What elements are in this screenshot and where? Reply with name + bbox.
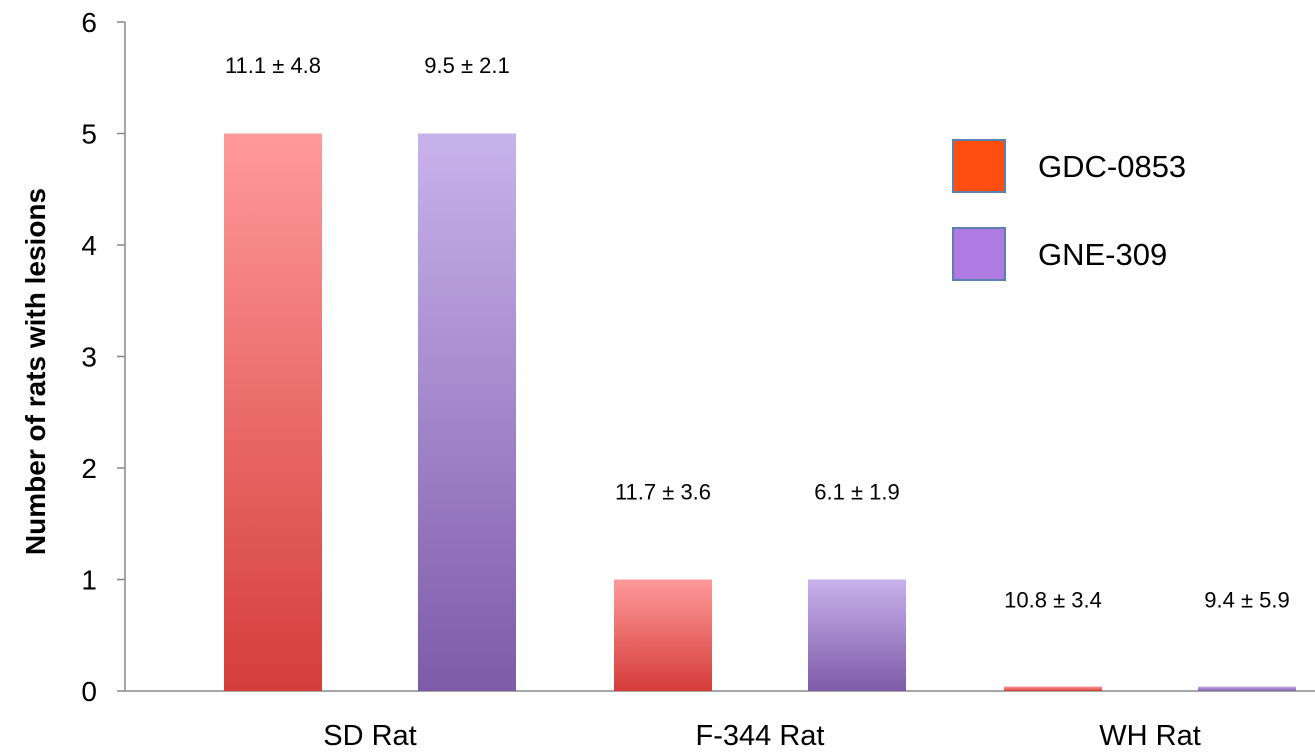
y-axis-label: Number of rats with lesions (20, 188, 51, 555)
bar-gdc-0853-1 (614, 579, 712, 691)
y-tick-label: 3 (81, 342, 97, 373)
data-label: 11.1 ± 4.8 (225, 53, 321, 78)
category-label: WH Rat (1099, 720, 1201, 752)
data-label: 6.1 ± 1.9 (814, 480, 899, 505)
y-tick-label: 5 (81, 119, 97, 150)
y-tick-label: 6 (81, 7, 97, 38)
y-tick-label: 2 (81, 453, 97, 484)
data-label: 9.5 ± 2.1 (424, 53, 509, 78)
legend-label: GDC-0853 (1038, 149, 1186, 184)
data-label: 9.4 ± 5.9 (1204, 588, 1289, 613)
y-tick-label: 0 (81, 676, 97, 707)
data-label: 11.7 ± 3.6 (615, 480, 711, 505)
y-tick-label: 4 (81, 230, 97, 261)
bar-gdc-0853-2 (1004, 686, 1102, 691)
data-label: 10.8 ± 3.4 (1004, 588, 1102, 613)
bar-gne-309-1 (808, 579, 906, 691)
bar-gdc-0853-0 (224, 133, 322, 691)
category-label: SD Rat (323, 720, 416, 752)
y-tick-label: 1 (81, 565, 97, 596)
legend-swatch (952, 227, 1006, 281)
category-label: F-344 Rat (696, 720, 825, 752)
legend-swatch (952, 139, 1006, 193)
bar-gne-309-2 (1198, 686, 1296, 691)
bar-gne-309-0 (418, 133, 516, 691)
legend-label: GNE-309 (1038, 237, 1167, 272)
